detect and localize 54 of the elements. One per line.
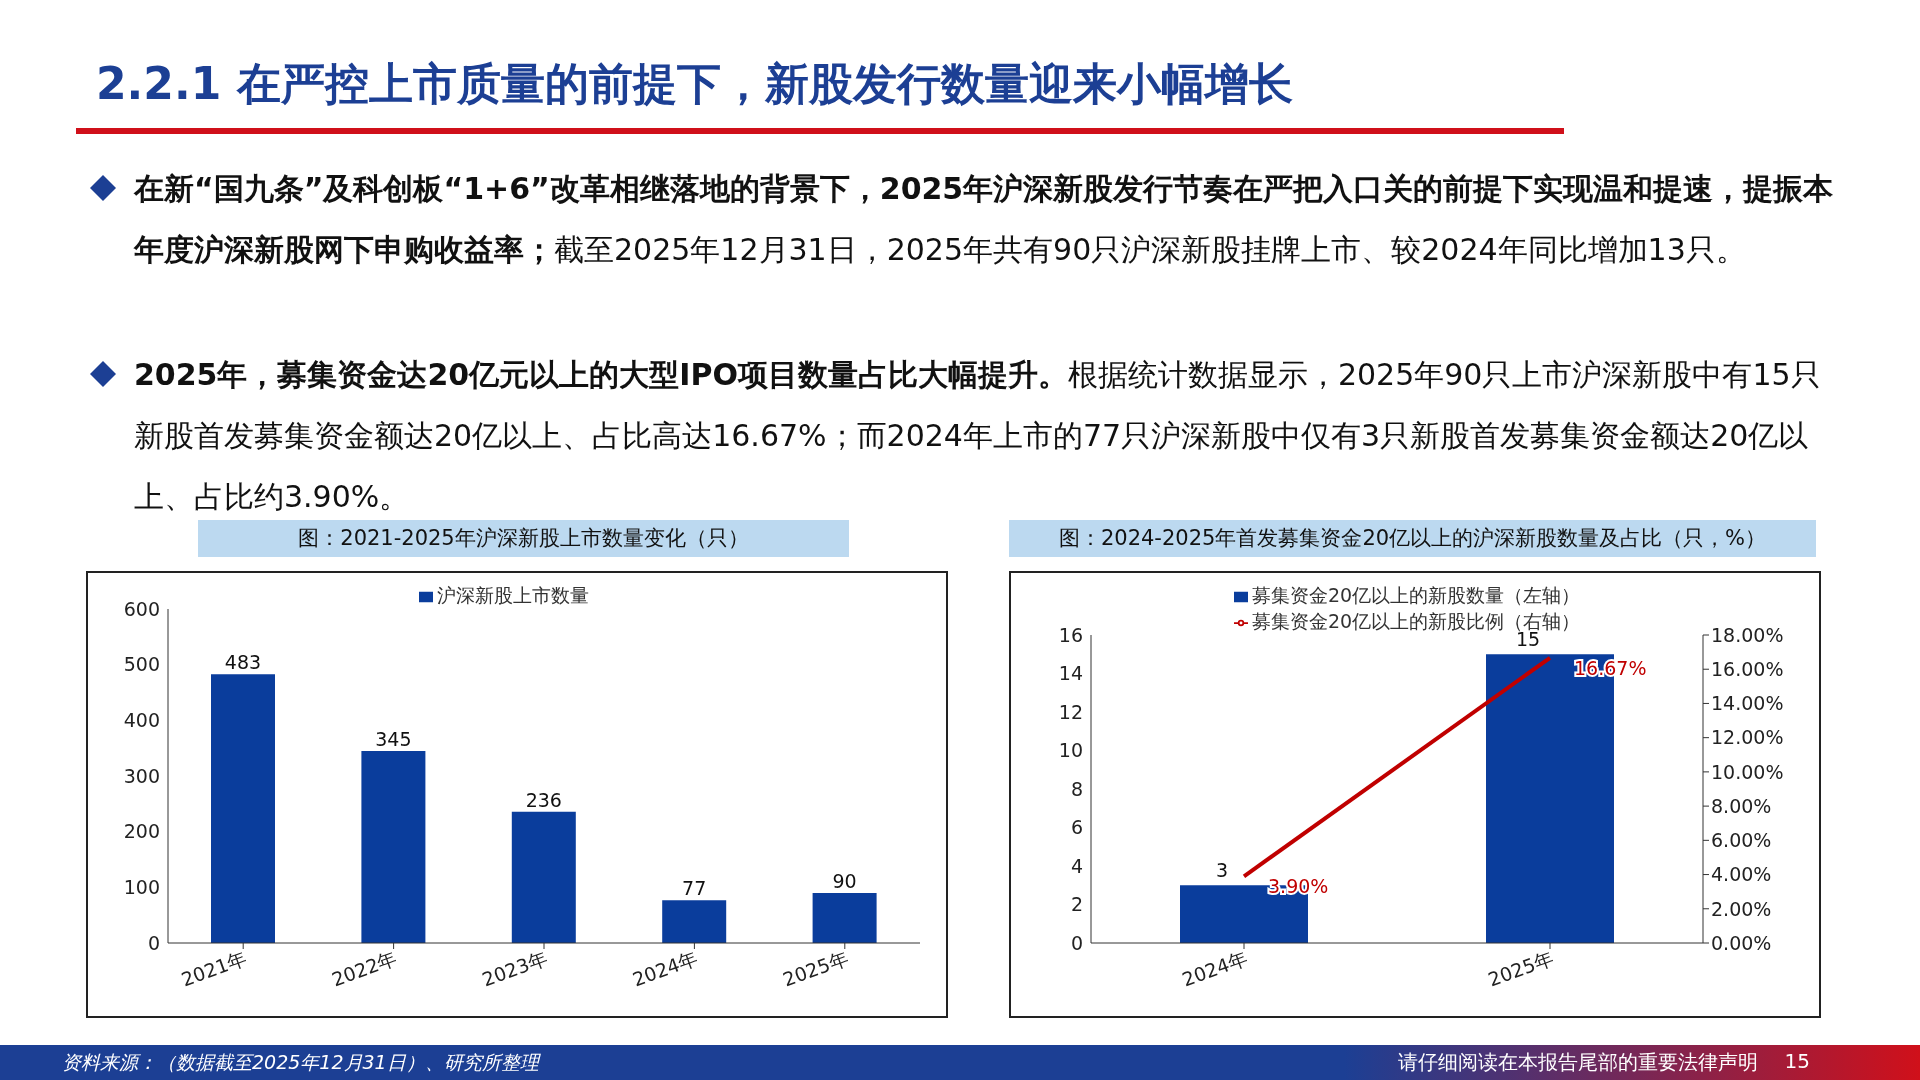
y-tick-label: 10 [1058, 739, 1083, 762]
y-tick-label: 8 [1070, 777, 1083, 800]
y2-tick-label: 14.00% [1711, 692, 1784, 715]
bar [211, 674, 275, 943]
data-label: 345 [375, 727, 412, 750]
y2-tick-label: 16.00% [1711, 657, 1784, 680]
y-tick-label: 0 [1070, 931, 1083, 954]
text: 2025年，募集资金达20亿元以上的大型IPO项目数量占比大幅提升。根据统计数据显示，2025年90只上市沪深新股中有15只新股首发募集资金额达20亿以上、占比高达16.67%；而2024年上市的77只沪深新股中仅有3只新股首发募集资金额达20亿以上、占比约3.90%。 [134, 356, 1822, 516]
x-tick-label: 2022年 [328, 946, 400, 991]
text: 2.2.1 在严控上市质量的前提下，新股发行数量迎来小幅增长 [96, 57, 1293, 111]
x-tick-label: 2024年 [629, 946, 701, 991]
x-tick-label: 2021年 [178, 946, 250, 991]
bar [812, 892, 877, 943]
bar [361, 750, 426, 943]
y2-tick-label: 8.00% [1711, 794, 1772, 817]
y-tick-label: 300 [123, 764, 160, 787]
legend-label: 募集资金20亿以上的新股数量（左轴） [1251, 584, 1581, 606]
y-tick-label: 0 [147, 931, 160, 954]
y-tick-label: 100 [123, 876, 160, 899]
legend-label: 沪深新股上市数量 [437, 584, 589, 606]
text: 在新“国九条”及科创板“1+6”改革相继落地的背景下，2025年沪深新股发行节奏在严把入口关的前提下实现温和提速，提振本年度沪深新股网下申购收益率；截至2025年12月31日，2025年共有90只沪深新股挂牌上市、较2024年同比增加13只。 [134, 170, 1835, 269]
data-label: 236 [525, 788, 562, 811]
data-label: 77 [682, 877, 707, 900]
bar [662, 900, 727, 943]
y-tick-label: 6 [1070, 816, 1083, 839]
y-tick-label: 14 [1058, 662, 1083, 685]
y-tick-label: 600 [123, 597, 160, 620]
x-tick-label: 2023年 [479, 946, 550, 991]
y-tick-label: 16 [1058, 623, 1083, 646]
chart-title: 图：2021-2025年沪深新股上市数量变化（只） [198, 520, 849, 557]
y2-tick-label: 12.00% [1711, 726, 1784, 749]
y-tick-label: 400 [123, 709, 160, 732]
y2-tick-label: 10.00% [1711, 760, 1784, 783]
data-label: 90 [832, 869, 857, 892]
data-label: 483 [224, 651, 262, 674]
x-tick-label: 2025年 [1485, 946, 1556, 991]
y-tick-label: 4 [1070, 854, 1083, 877]
text: 资料来源：（数据截至2025年12月31日）、研究所整理 [62, 1050, 539, 1075]
text: 15 [1784, 1049, 1810, 1073]
bar [511, 811, 576, 943]
text: 请仔细阅读在本报告尾部的重要法律声明 [1398, 1049, 1758, 1076]
y2-tick-label: 4.00% [1711, 863, 1772, 886]
y-tick-label: 2 [1070, 893, 1083, 916]
y-tick-label: 500 [123, 653, 160, 676]
data-label: 3 [1215, 859, 1229, 882]
y2-tick-label: 6.00% [1711, 829, 1772, 852]
y2-tick-label: 18.00% [1711, 623, 1784, 646]
y2-tick-label: 0.00% [1711, 931, 1772, 954]
chart-title: 图：2024-2025年首发募集资金20亿以上的沪深新股数量及占比（只，%） [1009, 520, 1816, 557]
x-tick-label: 2024年 [1179, 946, 1250, 991]
x-tick-label: 2025年 [779, 946, 851, 991]
y-tick-label: 200 [123, 820, 160, 843]
y2-tick-label: 2.00% [1711, 897, 1772, 920]
y-tick-label: 12 [1058, 700, 1083, 723]
